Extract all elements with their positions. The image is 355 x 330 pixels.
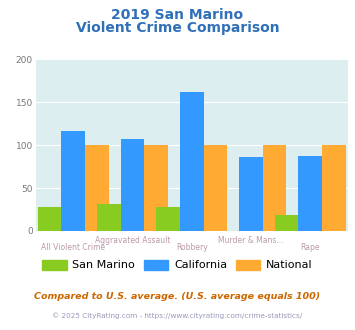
Bar	[180, 92, 203, 231]
Bar	[322, 145, 346, 231]
Bar	[144, 145, 168, 231]
Bar	[203, 145, 227, 231]
Bar	[97, 204, 121, 231]
Bar	[121, 139, 144, 231]
Text: Violent Crime Comparison: Violent Crime Comparison	[76, 21, 279, 35]
Bar	[156, 207, 180, 231]
Text: Aggravated Assault: Aggravated Assault	[95, 236, 170, 245]
Bar	[298, 156, 322, 231]
Text: All Violent Crime: All Violent Crime	[41, 243, 105, 251]
Text: Compared to U.S. average. (U.S. average equals 100): Compared to U.S. average. (U.S. average …	[34, 292, 321, 301]
Legend: San Marino, California, National: San Marino, California, National	[39, 256, 316, 274]
Bar	[263, 145, 286, 231]
Text: 2019 San Marino: 2019 San Marino	[111, 8, 244, 22]
Bar	[275, 215, 298, 231]
Text: © 2025 CityRating.com - https://www.cityrating.com/crime-statistics/: © 2025 CityRating.com - https://www.city…	[53, 312, 302, 318]
Text: Murder & Mans...: Murder & Mans...	[218, 236, 284, 245]
Bar	[85, 145, 109, 231]
Bar	[239, 157, 263, 231]
Bar	[61, 131, 85, 231]
Text: Rape: Rape	[300, 243, 320, 251]
Bar	[38, 207, 61, 231]
Text: Robbery: Robbery	[176, 243, 208, 251]
